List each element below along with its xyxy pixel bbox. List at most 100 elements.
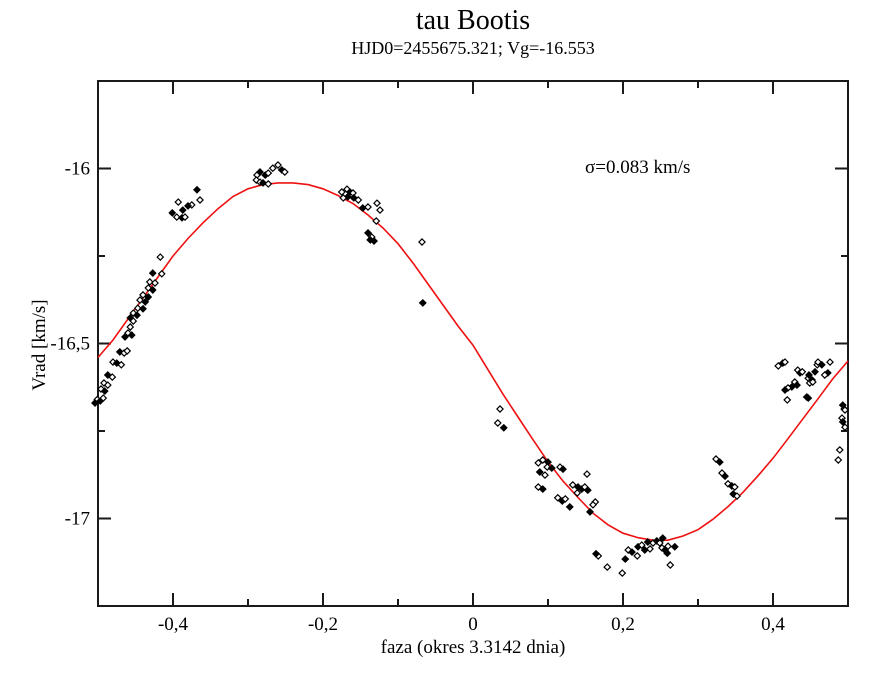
data-point-marker <box>196 196 204 204</box>
data-point-marker <box>733 492 741 501</box>
data-point-marker <box>573 488 582 497</box>
data-point-marker <box>115 347 124 356</box>
data-point-marker <box>811 367 819 376</box>
data-point-marker <box>568 480 577 489</box>
data-point-marker <box>139 304 147 313</box>
data-point-marker <box>603 563 612 572</box>
data-point-marker <box>100 387 109 396</box>
data-point-marker <box>655 539 664 547</box>
data-point-marker <box>841 406 849 414</box>
data-point-marker <box>103 381 112 390</box>
data-point-marker <box>108 373 117 382</box>
data-point-marker <box>141 297 150 306</box>
data-point-marker <box>781 386 789 394</box>
plot-frame <box>97 80 849 607</box>
data-point-marker <box>129 317 138 326</box>
data-point-marker <box>168 208 177 217</box>
data-point-marker <box>618 569 627 578</box>
x-tick-label: 0 <box>468 614 478 635</box>
data-point-marker <box>823 368 832 377</box>
data-point-marker <box>658 534 667 543</box>
data-point-marker <box>583 470 591 479</box>
chart-subtitle: HJD0=2455675.321; Vg=-16.553 <box>351 38 595 58</box>
data-point-marker <box>418 298 427 307</box>
data-point-marker <box>136 296 144 305</box>
data-point-marker <box>633 551 642 560</box>
data-point-marker <box>724 479 732 488</box>
data-point-marker <box>133 304 142 313</box>
data-point-marker <box>91 399 99 407</box>
data-point-marker <box>280 168 289 176</box>
data-point-marker <box>193 185 201 194</box>
data-point-marker <box>181 213 189 222</box>
data-point-marker <box>274 161 282 169</box>
data-point-marker <box>117 360 126 369</box>
data-point-marker <box>151 279 159 287</box>
data-point-marker <box>559 465 567 474</box>
data-point-marker <box>646 544 654 553</box>
data-point-marker <box>805 371 813 379</box>
data-point-marker <box>835 445 844 454</box>
data-point-marker <box>565 502 574 511</box>
data-point-marker <box>145 277 154 286</box>
data-point-marker <box>721 472 729 481</box>
data-point-marker <box>621 555 630 564</box>
data-point-marker <box>547 464 556 473</box>
axis-ticks <box>98 81 848 606</box>
data-point-marker <box>838 417 847 426</box>
data-point-marker <box>538 456 547 464</box>
data-point-marker <box>808 378 817 386</box>
fit-curve <box>97 182 849 541</box>
data-point-marker <box>592 549 600 558</box>
data-point-marker <box>133 311 141 320</box>
y-tick-label: -16,5 <box>50 334 90 355</box>
data-point-marker <box>418 238 426 246</box>
data-point-marker <box>583 486 592 495</box>
data-point-marker <box>373 199 381 208</box>
data-point-marker <box>354 196 363 204</box>
data-point-marker <box>126 323 135 331</box>
data-point-marker <box>798 367 807 376</box>
data-point-marker <box>364 203 372 211</box>
data-point-marker <box>534 458 543 467</box>
data-point-marker <box>376 206 384 215</box>
data-point-marker <box>174 198 183 207</box>
data-point-marker <box>781 358 789 367</box>
data-point-marker <box>339 193 348 202</box>
data-point-marker <box>589 500 597 509</box>
data-point-marker <box>337 188 346 196</box>
data-point-marker <box>670 542 679 551</box>
data-point-marker <box>370 237 378 245</box>
data-point-marker <box>586 507 594 516</box>
data-point-marker <box>127 331 136 340</box>
sigma-annotation: σ=0.083 km/s <box>585 157 691 178</box>
data-point-marker <box>493 419 502 427</box>
data-point-marker <box>372 217 381 225</box>
data-point-marker <box>664 542 672 551</box>
data-point-marker <box>256 168 264 176</box>
data-point-marker <box>774 361 783 370</box>
data-point-marker <box>252 176 261 185</box>
data-point-marker <box>553 493 562 502</box>
data-point-marker <box>643 538 652 546</box>
x-tick-label: 0,4 <box>761 614 785 635</box>
data-point-marker <box>637 541 646 550</box>
y-tick-label: -16 <box>65 159 90 180</box>
data-point-marker <box>783 395 792 404</box>
tick-labels: -0,4 -0,2 0 0,2 0,4 -16 -16,5 -17 <box>50 159 785 636</box>
data-point-marker <box>148 269 157 278</box>
data-point-marker <box>268 164 277 173</box>
data-point-marker <box>499 423 508 432</box>
data-point-marker <box>841 423 849 432</box>
data-point-marker <box>826 358 834 367</box>
data-point-marker <box>172 213 181 222</box>
data-point-marker <box>817 360 826 369</box>
data-point-marker <box>364 228 372 237</box>
data-point-marker <box>156 253 165 262</box>
data-point-marker <box>343 192 352 201</box>
data-point-marker <box>663 549 672 558</box>
data-point-marker <box>184 201 192 210</box>
data-point-marker <box>496 405 504 413</box>
y-tick-label: -17 <box>65 509 90 530</box>
